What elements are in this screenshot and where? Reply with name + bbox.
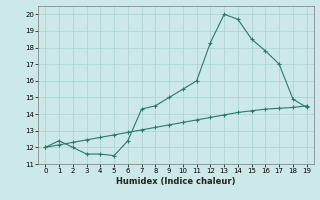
X-axis label: Humidex (Indice chaleur): Humidex (Indice chaleur) (116, 177, 236, 186)
